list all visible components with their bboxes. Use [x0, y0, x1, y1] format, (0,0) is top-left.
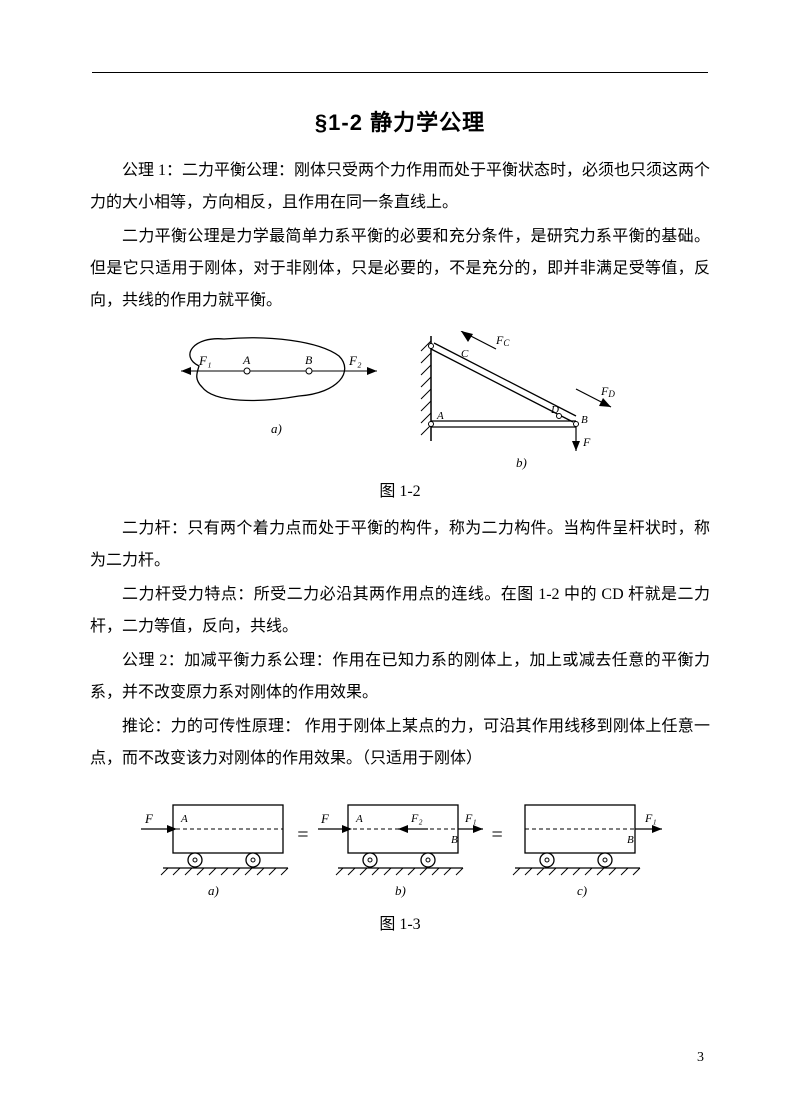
label-f1-c: F₁: [644, 811, 657, 825]
label-f1-b: F₁: [464, 811, 477, 825]
label-b-c: B: [627, 834, 634, 846]
figure-1-3-b-svg: F A F₂ F₁ B b): [313, 793, 488, 898]
label-f2: F₂: [410, 811, 423, 825]
label-subfig-a: a): [271, 421, 282, 436]
label-f2: F₂: [348, 353, 362, 368]
wheel-2-hub: [251, 858, 255, 862]
label-f1: F₁: [198, 353, 211, 368]
section-title: §1-2 静力学公理: [90, 105, 710, 137]
ground-hatching-b: [336, 868, 463, 875]
label-a: A: [242, 353, 251, 367]
label-subfig-b3: b): [395, 883, 406, 898]
arrowhead-f1: [181, 367, 191, 375]
label-b-b3: B: [451, 834, 458, 846]
label-fd: FD: [600, 384, 615, 399]
pin-b: [574, 422, 579, 427]
equals-1: =: [297, 824, 308, 867]
force-f-arrow: [572, 441, 580, 451]
force-fd-arrow: [599, 398, 611, 407]
figure-1-3-row: F A a) =: [90, 793, 710, 898]
figure-1-2-a: F₁ F₂ A B a): [169, 331, 389, 471]
label-subfig-a3: a): [208, 883, 219, 898]
point-a: [244, 368, 250, 374]
paragraph-axiom2: 公理 2：加减平衡力系公理：作用在已知力系的刚体上，加上或减去任意的平衡力系，并…: [90, 645, 710, 709]
equals-2: =: [492, 824, 503, 867]
label-a-b3: A: [355, 813, 363, 825]
paragraph-axiom1: 公理 1：二力平衡公理：刚体只受两个力作用而处于平衡状态时，必须也只须这两个力的…: [90, 155, 710, 219]
label-b: B: [305, 353, 313, 367]
pin-a: [429, 422, 434, 427]
figure-1-3-c-svg: F₁ B c): [507, 793, 667, 898]
label-f-a: F: [144, 811, 154, 826]
pin-c: [429, 344, 434, 349]
force-fc-arrow: [461, 331, 473, 342]
paragraph-corollary: 推论：力的可传性原理： 作用于刚体上某点的力，可沿其作用线移到刚体上任意一点，而…: [90, 711, 710, 775]
label-c: C: [461, 348, 469, 360]
page-number: 3: [697, 1050, 704, 1066]
label-subfig-c3: c): [577, 883, 587, 898]
ground-hatching: [161, 868, 288, 875]
wheel-2-hub-b: [426, 858, 430, 862]
paragraph-two-force-member: 二力杆：只有两个着力点而处于平衡的构件，称为二力构件。当构件呈杆状时，称为二力杆…: [90, 513, 710, 577]
page-content: §1-2 静力学公理 公理 1：二力平衡公理：刚体只受两个力作用而处于平衡状态时…: [90, 105, 710, 934]
label-b-b: B: [581, 414, 588, 426]
wheel-1-hub: [193, 858, 197, 862]
figure-1-2-b: FC FD C D A B F b): [401, 331, 631, 471]
label-f-b: F: [320, 811, 330, 826]
label-fc: FC: [495, 333, 510, 348]
ground-hatching-c: [513, 868, 640, 875]
point-b: [306, 368, 312, 374]
wheel-1-hub-c: [545, 858, 549, 862]
figure-1-2-caption: 图 1-2: [90, 477, 710, 501]
wheel-2-hub-c: [603, 858, 607, 862]
figure-1-2-row: F₁ F₂ A B a): [90, 331, 710, 471]
force-f1-arrow: [473, 825, 483, 833]
arrowhead-f2: [367, 367, 377, 375]
figure-1-3-caption: 图 1-3: [90, 910, 710, 934]
wheel-1-hub-b: [368, 858, 372, 862]
figure-1-2-a-svg: F₁ F₂ A B a): [169, 331, 389, 441]
paragraph-axiom1-explain: 二力平衡公理是力学最简单力系平衡的必要和充分条件，是研究力系平衡的基础。但是它只…: [90, 221, 710, 317]
label-d: D: [550, 404, 559, 416]
paragraph-two-force-feature: 二力杆受力特点：所受二力必沿其两作用点的连线。在图 1-2 中的 CD 杆就是二…: [90, 579, 710, 643]
label-a-b: A: [436, 410, 444, 422]
label-subfig-b: b): [516, 455, 527, 470]
force-f1-arrow-c: [652, 825, 662, 833]
figure-1-3-b: F A F₂ F₁ B b): [313, 793, 488, 898]
wall-hatching: [421, 341, 431, 435]
figure-1-3-a: F A a): [133, 793, 293, 898]
label-a-a: A: [180, 813, 188, 825]
label-f: F: [582, 435, 591, 449]
top-rule: [92, 72, 708, 73]
figure-1-3-c: F₁ B c): [507, 793, 667, 898]
figure-1-2-b-svg: FC FD C D A B F b): [401, 331, 631, 471]
rigid-body-blob: [190, 338, 345, 401]
figure-1-3-a-svg: F A a): [133, 793, 293, 898]
